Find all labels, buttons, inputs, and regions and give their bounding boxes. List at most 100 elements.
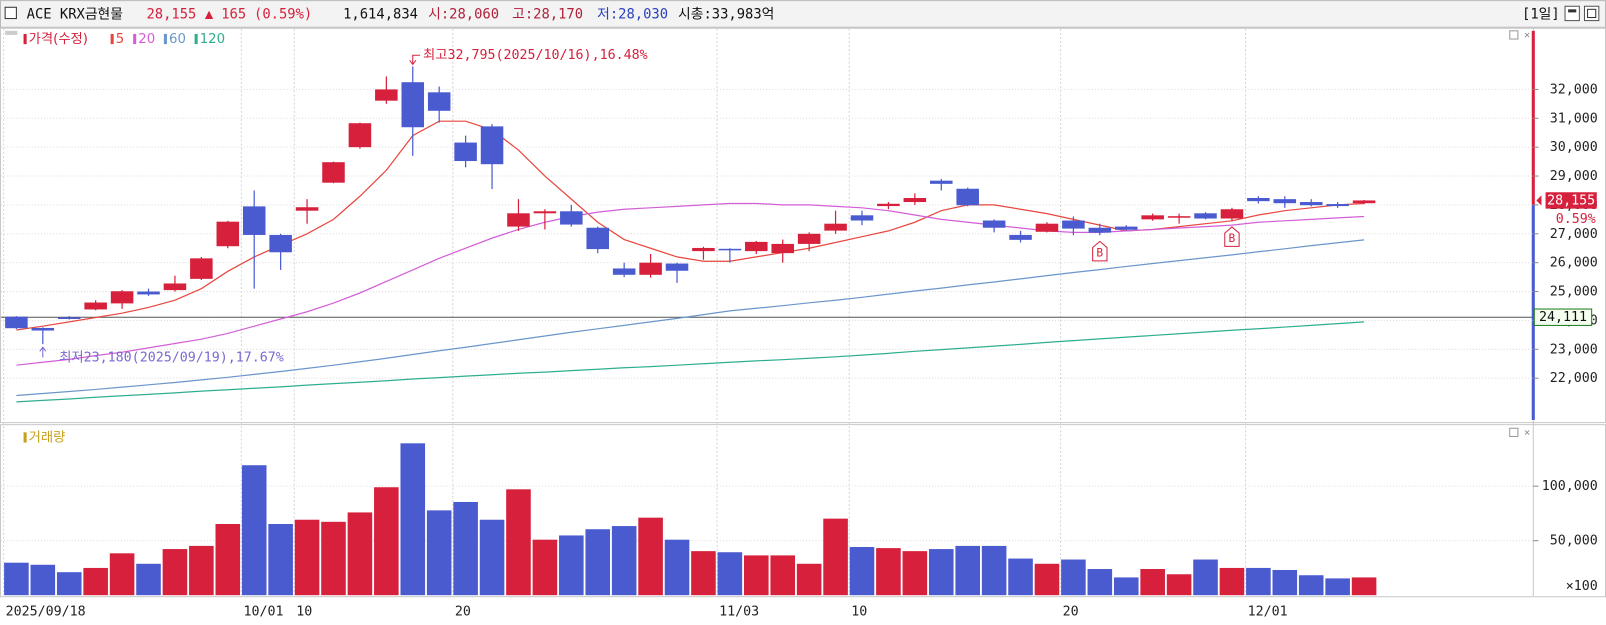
panel-handle[interactable] (5, 30, 18, 35)
volume-bar (955, 545, 980, 596)
legend-swatch (23, 432, 27, 443)
y-tick-label: 32,000 (1550, 82, 1598, 97)
candle-body (1299, 202, 1323, 206)
annotation-arrow (409, 54, 420, 66)
legend-swatch (23, 33, 27, 45)
candle-body (1062, 220, 1085, 229)
volume-bar (532, 539, 558, 596)
legend-entry: 60 (169, 32, 186, 47)
minimize-button[interactable] (1564, 5, 1580, 22)
volume-bar (321, 521, 346, 596)
volume-bar (1193, 559, 1218, 596)
candle-body (269, 234, 292, 253)
panel-close[interactable]: ✕ (1524, 29, 1530, 41)
checkbox[interactable] (4, 6, 17, 20)
panel-max[interactable] (1509, 30, 1519, 40)
unit-label: ×100 (1566, 579, 1598, 594)
volume-bar (374, 487, 399, 596)
period[interactable]: [1일] (1522, 6, 1560, 22)
candle-body (1114, 226, 1138, 230)
volume-bar (744, 555, 769, 596)
volume-bar (347, 512, 373, 596)
candle-body (1273, 199, 1297, 204)
volume-bar (611, 526, 637, 596)
candle-body (295, 207, 319, 211)
candle-body (1035, 223, 1059, 232)
volume-bar (638, 517, 663, 596)
candle-body (348, 123, 372, 148)
reference-label: 24,111 (1539, 310, 1587, 325)
volume-bar (770, 555, 796, 596)
candle-body (665, 263, 689, 271)
change-label: 0.59% (1556, 212, 1596, 227)
panel-max[interactable] (1509, 427, 1519, 437)
ma-line (16, 321, 1365, 403)
volume-bar (1351, 577, 1377, 596)
volume-bar (4, 562, 29, 596)
candle-body (956, 188, 979, 206)
volume-bar (1219, 567, 1245, 596)
legend-entry: 120 (200, 32, 225, 47)
arrow: ▲ (205, 6, 214, 22)
candle-body (427, 92, 451, 111)
y-tick-label: 27,000 (1550, 227, 1598, 242)
volume-bar (876, 548, 901, 596)
volume-bar (56, 572, 82, 596)
volume-bar (241, 465, 267, 596)
legend-title: 거래량 (29, 429, 66, 445)
volume-bar (981, 545, 1007, 596)
volume-bar (453, 501, 478, 596)
y-tick-label: 50,000 (1550, 534, 1598, 549)
candle-body (771, 243, 794, 254)
y-tick-label: 22,000 (1550, 371, 1598, 386)
legend-swatch (194, 33, 198, 45)
restore-button[interactable] (1583, 5, 1600, 22)
price-panel (0, 27, 1606, 424)
volume: 1,614,834 (343, 6, 418, 22)
annotation: 최저23,180(2025/09/19),17.67% (59, 349, 284, 365)
y-tick-label: 30,000 (1550, 140, 1598, 155)
signal-marker (1092, 240, 1108, 262)
volume-bar (1325, 578, 1350, 596)
x-tick-label: 10/01 (243, 605, 283, 620)
candle-body (824, 223, 847, 231)
candle-body (1009, 234, 1032, 240)
y-tick-label: 100,000 (1542, 479, 1598, 494)
volume-bar (559, 535, 584, 596)
annotation-arrow (39, 346, 47, 358)
volume-bar (109, 553, 135, 596)
volume-bar (268, 523, 293, 596)
candle-body (1352, 200, 1376, 204)
candle-body (612, 268, 636, 275)
last-price-label: 28,155 (1547, 193, 1595, 208)
candle-body (1220, 209, 1244, 219)
high: 고:28,170 (512, 6, 583, 22)
panel-close[interactable]: ✕ (1524, 426, 1530, 438)
market-cap: 시총:33,983억 (678, 6, 774, 22)
y-tick-label: 23,000 (1550, 342, 1598, 357)
volume-bar (1272, 570, 1298, 596)
restore-icon (1587, 8, 1597, 19)
y-tick-label: 25,000 (1550, 285, 1598, 300)
candle-body (718, 248, 742, 251)
candle-body (507, 213, 530, 227)
candle-body (692, 247, 715, 252)
last-price-box (1545, 192, 1597, 209)
legend-entry: 20 (138, 32, 155, 47)
volume-bar (30, 564, 56, 596)
header-bar (0, 0, 1606, 28)
candle-body (322, 162, 345, 183)
volume-bar (1008, 558, 1033, 596)
signal-label: B (1229, 232, 1236, 245)
candle-body (797, 233, 821, 244)
stock-name: ACE KRX금현물 (27, 6, 123, 22)
price: 28,155 (146, 6, 196, 22)
candle-body (877, 203, 900, 207)
legend-swatch (163, 33, 167, 45)
candle-body (1326, 204, 1349, 207)
volume-bar (1140, 569, 1165, 596)
volume-bar (717, 552, 743, 596)
candle-body (1088, 227, 1112, 233)
